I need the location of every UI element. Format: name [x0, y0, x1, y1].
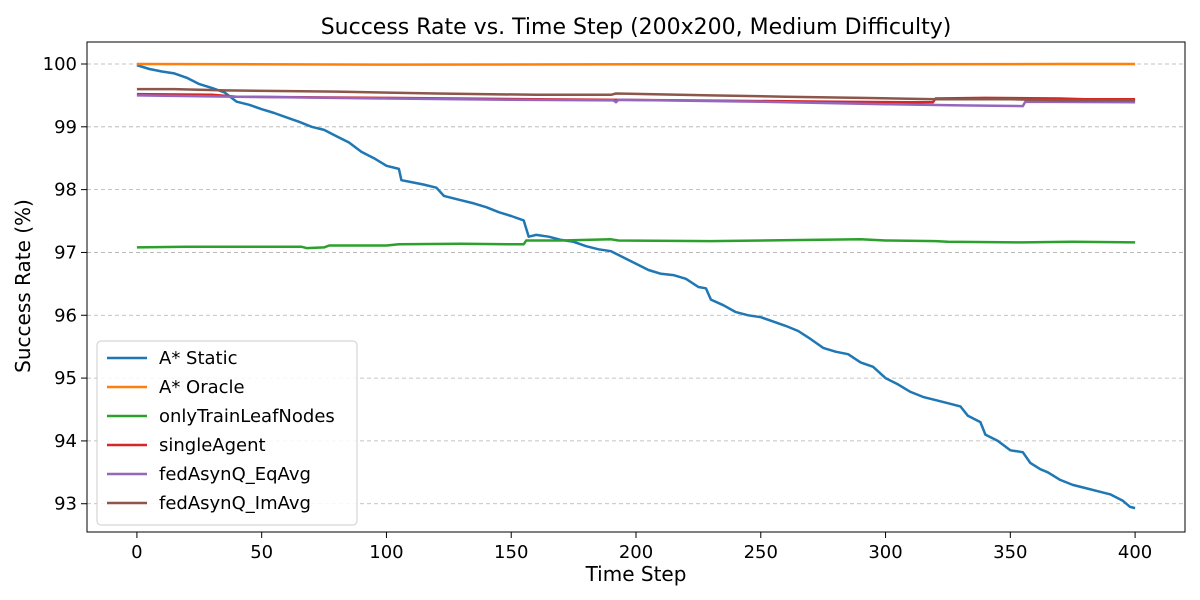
x-tick-label: 300 — [868, 542, 902, 563]
series-line-onlytrainleafnodes — [136, 238, 1136, 250]
y-axis: 93 94 95 96 97 98 99 100 — [43, 54, 87, 515]
legend-label: fedAsynQ_ImAvg — [159, 493, 311, 514]
y-tick-label: 100 — [43, 54, 77, 75]
x-axis: 0 50 100 150 200 250 300 350 400 — [131, 532, 1152, 563]
x-tick-label: 150 — [494, 542, 528, 563]
series-line-fedasynq-imavg — [136, 87, 1136, 102]
legend-label: singleAgent — [159, 435, 266, 456]
series-line-fedasynq-eqavg — [136, 94, 1136, 108]
x-tick-label: 100 — [369, 542, 403, 563]
y-tick-label: 98 — [54, 180, 77, 201]
y-tick-label: 93 — [54, 494, 77, 515]
y-tick-label: 95 — [54, 368, 77, 389]
x-axis-label: Time Step — [585, 562, 687, 586]
y-tick-label: 99 — [54, 117, 77, 138]
x-tick-label: 200 — [619, 542, 653, 563]
legend-label: onlyTrainLeafNodes — [159, 406, 335, 427]
y-tick-label: 97 — [54, 242, 77, 263]
y-tick-label: 94 — [54, 431, 77, 452]
x-tick-label: 400 — [1118, 542, 1152, 563]
chart-title: Success Rate vs. Time Step (200x200, Med… — [321, 15, 952, 40]
legend-label: A* Oracle — [159, 377, 245, 398]
y-axis-label: Success Rate (%) — [11, 199, 35, 373]
legend: A* Static A* Oracle onlyTrainLeafNodes sing… — [96, 340, 358, 526]
x-tick-label: 0 — [131, 542, 142, 563]
x-tick-label: 350 — [993, 542, 1027, 563]
series-line-a-oracle — [136, 62, 1136, 66]
legend-label: A* Static — [159, 348, 238, 369]
y-tick-label: 96 — [54, 305, 77, 326]
x-tick-label: 250 — [744, 542, 778, 563]
x-tick-label: 50 — [250, 542, 273, 563]
series-layer — [136, 62, 1136, 510]
legend-box — [96, 340, 358, 526]
series-line-a-static — [136, 64, 1136, 510]
legend-label: fedAsynQ_EqAvg — [159, 464, 311, 485]
